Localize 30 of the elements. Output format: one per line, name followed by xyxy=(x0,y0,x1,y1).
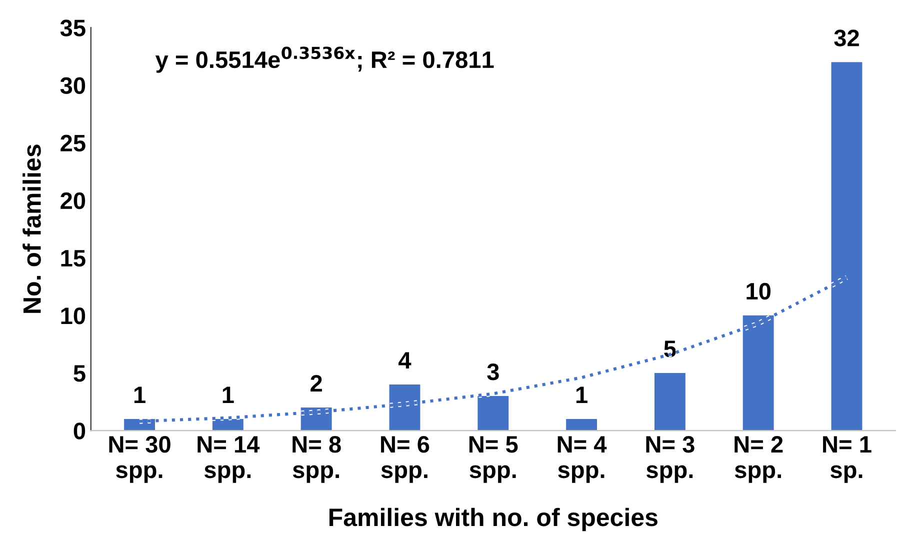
x-tick-label: N= 5 spp. xyxy=(469,436,518,483)
x-tick-label: N= 1 sp. xyxy=(823,436,872,483)
annotation: y = 0.5514e$^{0.3536x}$; R² = 0.7811 xyxy=(155,46,494,73)
data-label: 3 xyxy=(487,364,499,380)
y-tick-label: 20 xyxy=(60,192,86,210)
y-tick-label: 5 xyxy=(74,365,86,382)
data-label: 2 xyxy=(310,375,322,392)
data-label: 1 xyxy=(576,386,588,404)
y-tick-label: 15 xyxy=(61,250,86,267)
x-tick-label: N= 30 spp. xyxy=(109,436,170,483)
y-axis-title: No. of families xyxy=(22,144,41,313)
x-tick-label: N= 4 spp. xyxy=(558,436,607,483)
y-tick-label: 10 xyxy=(61,307,86,324)
bar xyxy=(566,419,598,431)
x-tick-label: N= 8 spp. xyxy=(292,436,341,483)
y-tick-label: 0 xyxy=(74,422,86,440)
x-tick-label: N= 6 spp. xyxy=(381,436,430,483)
data-label: 10 xyxy=(746,282,771,300)
data-label: 32 xyxy=(834,30,859,46)
y-tick-label: 35 xyxy=(60,20,86,36)
x-tick-label: N= 14 spp. xyxy=(198,436,260,483)
y-tick-label: 25 xyxy=(60,134,86,152)
x-tick-label: N= 2 spp. xyxy=(734,436,783,483)
data-label: 1 xyxy=(222,386,234,404)
y-tick-label: 30 xyxy=(60,77,86,94)
bar xyxy=(654,372,686,431)
data-label: 4 xyxy=(398,352,412,368)
x-tick-label: N= 3 spp. xyxy=(646,436,694,483)
data-label: 1 xyxy=(134,386,146,404)
x-axis-title: Families with no. of species xyxy=(330,508,658,532)
